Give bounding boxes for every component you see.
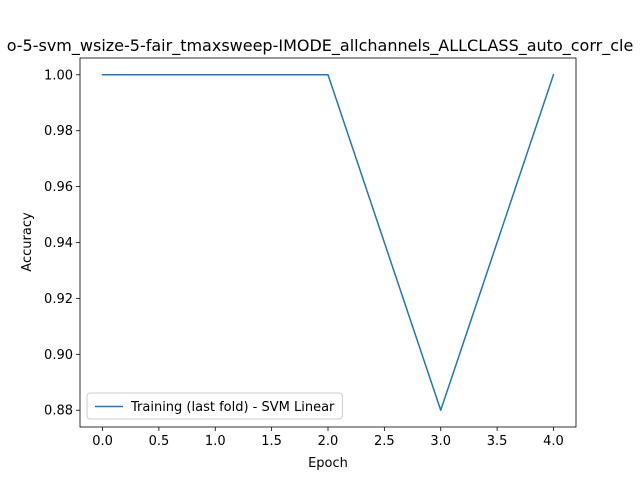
x-tick-label: 1.0 xyxy=(205,434,226,449)
x-tick-label: 1.5 xyxy=(261,434,282,449)
x-tick-label: 2.5 xyxy=(374,434,395,449)
chart-title: o-5-svm_wsize-5-fair_tmaxsweep-IMODE_all… xyxy=(7,36,634,56)
y-tick-label: 0.98 xyxy=(44,124,73,139)
x-tick-label: 2.0 xyxy=(318,434,339,449)
legend-box xyxy=(86,392,343,420)
legend: Training (last fold) - SVM Linear xyxy=(86,392,343,420)
series-line-0 xyxy=(101,73,555,411)
legend-label: Training (last fold) - SVM Linear xyxy=(130,400,335,415)
x-tick-label: 3.0 xyxy=(430,434,451,449)
y-tick-label: 1.00 xyxy=(44,68,73,83)
y-tick-label: 0.90 xyxy=(44,348,73,363)
y-tick-label: 0.94 xyxy=(44,236,73,251)
y-tick-label: 0.88 xyxy=(44,404,73,419)
x-tick-label: 4.0 xyxy=(543,434,564,449)
x-tick-label: 0.0 xyxy=(92,434,113,449)
x-tick-label: 0.5 xyxy=(149,434,170,449)
plot-area: 0.0 0.5 1.0 1.5 2.0 2.5 3.0 3.5 4.0 0.88 0.90 0.92 0… xyxy=(44,57,577,449)
axes-frame xyxy=(79,57,577,428)
x-tick-label: 3.5 xyxy=(487,434,508,449)
y-tick-label: 0.92 xyxy=(44,292,73,307)
x-axis-label: Epoch xyxy=(308,456,348,471)
y-tick-label: 0.96 xyxy=(44,180,73,195)
y-axis-label: Accuracy xyxy=(20,212,35,272)
